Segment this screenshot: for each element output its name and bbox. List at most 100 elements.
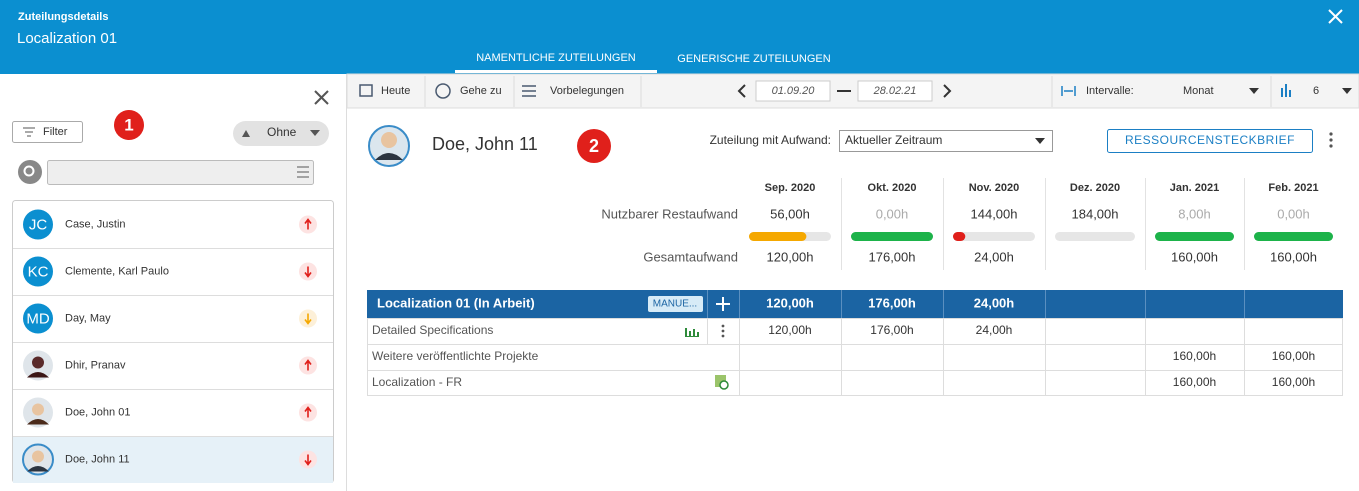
trend-arrow [304, 266, 312, 278]
count-value[interactable]: 6 [1313, 85, 1319, 97]
trend-arrow [304, 406, 312, 418]
profile-button[interactable] [1107, 129, 1313, 153]
clock-icon [435, 83, 451, 99]
cell-value: 24,00h [976, 323, 1013, 337]
interval-label: Intervalle: [1086, 85, 1134, 97]
avatar [23, 209, 53, 240]
avatar-body [27, 372, 49, 378]
avatar-face [32, 403, 44, 416]
interval-caret[interactable] [1249, 88, 1259, 94]
total-value: 176,00h [869, 249, 916, 264]
close-panel[interactable] [314, 90, 329, 105]
usage-bar [1254, 232, 1333, 241]
effort-caret [1035, 138, 1045, 144]
total-label: Gesamtaufwand [643, 249, 738, 264]
count-caret[interactable] [1342, 88, 1352, 94]
row-label: Localization - FR [372, 375, 462, 389]
person-name[interactable]: Doe, John 11 [65, 453, 130, 465]
filter-button[interactable] [12, 121, 83, 143]
grouping-select[interactable] [233, 121, 329, 146]
resource-avatar-body [375, 153, 403, 160]
add-button[interactable] [716, 297, 730, 311]
remaining-value: 184,00h [1072, 206, 1119, 221]
mode-badge[interactable] [648, 296, 703, 312]
avatar-body [27, 419, 49, 425]
cell-value: 160,00h [1272, 375, 1315, 389]
total-value: 120,00h [767, 249, 814, 264]
grouping-caret [310, 130, 320, 136]
cell-value: 160,00h [1272, 349, 1315, 363]
effort-option[interactable]: Aktueller Zeitraum [845, 133, 942, 147]
goto-button[interactable]: Gehe zu [460, 85, 502, 97]
presets-button[interactable]: Vorbelegungen [550, 85, 624, 97]
avatar [23, 256, 53, 287]
avatar-face [32, 450, 44, 463]
calendar-icon [359, 84, 373, 97]
cell-value: 160,00h [1173, 375, 1216, 389]
person-name[interactable]: Day, May [65, 312, 111, 324]
person-name[interactable]: Doe, John 01 [65, 406, 130, 418]
usage-bar [1155, 232, 1234, 241]
next-button[interactable] [943, 84, 952, 98]
grouping-label[interactable]: Ohne [267, 125, 297, 139]
date-to[interactable]: 28.02.21 [873, 85, 917, 97]
tab[interactable]: GENERISCHE ZUTEILUNGEN [677, 53, 830, 65]
search-menu[interactable] [297, 166, 309, 178]
more-menu[interactable] [1329, 132, 1333, 148]
date-from[interactable]: 01.09.20 [772, 85, 816, 97]
total-value: 24,00h [974, 249, 1014, 264]
usage-bar [851, 232, 933, 241]
interval-icon [1061, 86, 1076, 96]
filter-label[interactable]: Filter [43, 126, 68, 138]
usage-track [953, 232, 1035, 241]
prev-button[interactable] [737, 84, 746, 98]
trend-arrow [304, 313, 312, 325]
mode-label[interactable]: MANUE... [653, 299, 697, 310]
person-name[interactable]: Dhir, Pranav [65, 359, 126, 371]
project-table [367, 318, 1343, 396]
project-icon-lens [719, 380, 729, 390]
person-name[interactable]: Clemente, Karl Paulo [65, 265, 169, 277]
marker-badge [577, 129, 611, 163]
profile-button-label[interactable]: RESSOURCENSTECKBRIEF [1125, 133, 1295, 147]
remaining-value: 144,00h [971, 206, 1018, 221]
dialog-title: Zuteilungsdetails [18, 11, 108, 23]
trend-arrow [304, 359, 312, 371]
toolbar-separators [424, 76, 1272, 107]
header-bar [0, 0, 1359, 74]
sliders-icon [522, 85, 536, 97]
cell-value: 176,00h [870, 323, 913, 337]
close-dialog[interactable] [1328, 9, 1343, 24]
person-name[interactable]: Case, Justin [65, 218, 126, 230]
project-icon [715, 375, 726, 387]
effort-select[interactable] [839, 130, 1053, 152]
month-label: Dez. 2020 [1070, 182, 1120, 194]
today-button[interactable]: Heute [381, 85, 410, 97]
count-icon [1281, 84, 1291, 97]
cell-value: 160,00h [1173, 349, 1216, 363]
month-label: Okt. 2020 [868, 182, 917, 194]
date-to-input[interactable] [857, 80, 933, 102]
interval-value[interactable]: Monat [1183, 85, 1214, 97]
row-menu[interactable] [721, 324, 725, 338]
tab-underline [455, 70, 657, 73]
grouping-icon [242, 130, 250, 137]
search-input[interactable] [47, 160, 314, 185]
project-total: 120,00h [766, 295, 814, 310]
total-value: 160,00h [1171, 249, 1218, 264]
usage-bar [953, 232, 966, 241]
month-label: Feb. 2021 [1268, 182, 1318, 194]
date-from-input[interactable] [755, 80, 831, 102]
project-header-row [367, 290, 1343, 318]
resource-avatar-face [381, 132, 397, 148]
avatar-initials: MD [26, 310, 49, 327]
toolbar [346, 73, 1359, 109]
month-label: Jan. 2021 [1170, 182, 1220, 194]
tab[interactable]: NAMENTLICHE ZUTEILUNGEN [476, 52, 636, 64]
marker-label: 1 [124, 115, 133, 134]
remaining-value: 0,00h [876, 206, 909, 221]
usage-bar [749, 232, 807, 241]
filter-icon [23, 127, 35, 137]
